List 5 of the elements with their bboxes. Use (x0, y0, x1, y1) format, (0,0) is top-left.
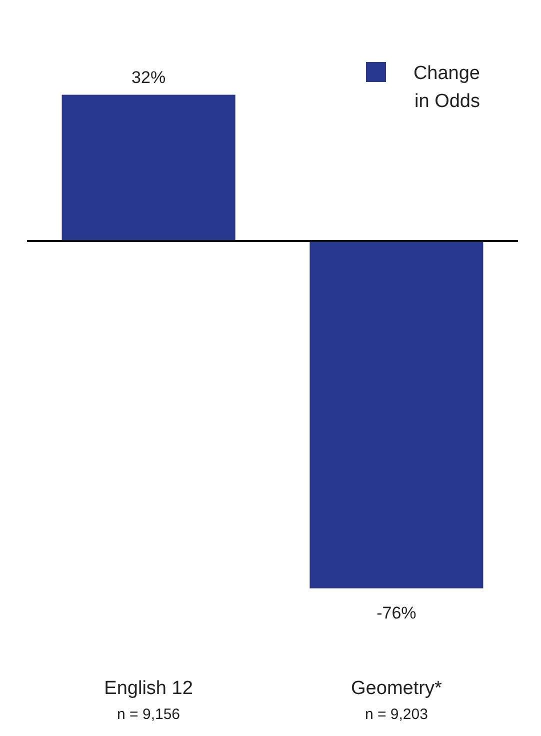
x-tick-label: Geometry* n = 9,203 (351, 678, 442, 723)
x-tick-label: English 12 n = 9,156 (104, 678, 193, 723)
data-label: 32% (132, 68, 166, 87)
data-label: -76% (376, 603, 416, 622)
legend-label: Change in Odds (413, 63, 480, 112)
